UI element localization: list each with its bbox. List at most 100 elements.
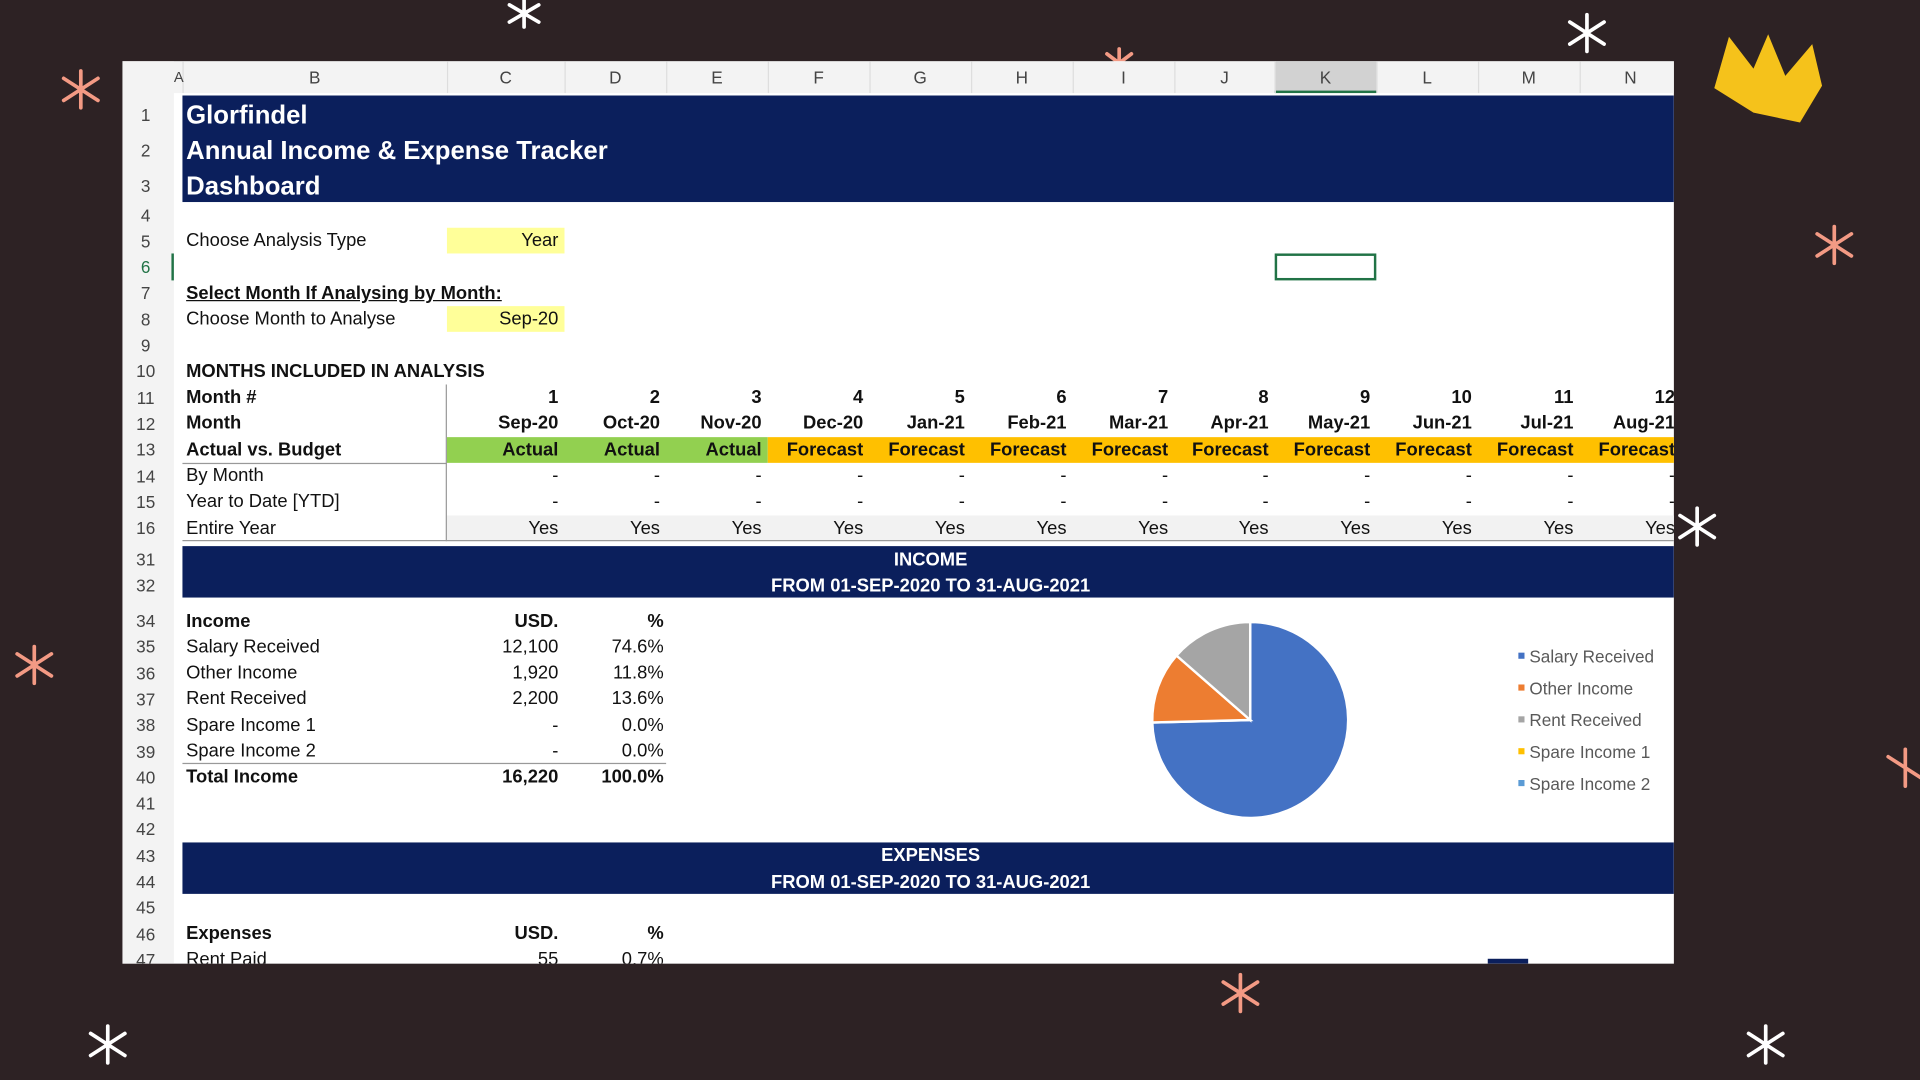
row-header: 34 <box>136 611 156 631</box>
section-subtitle: FROM 01-SEP-2020 TO 31-AUG-2021 <box>771 871 1091 893</box>
column-header-bar <box>122 61 1674 94</box>
month-cell: Forecast <box>888 439 965 461</box>
legend-swatch <box>1518 748 1525 755</box>
month-cell: Forecast <box>1496 439 1574 461</box>
total-label: Total Income <box>186 766 299 788</box>
row-header: 31 <box>136 549 156 570</box>
section-title: EXPENSES <box>881 845 981 866</box>
row-header: 10 <box>136 361 156 382</box>
month-cell: Forecast <box>1192 439 1269 461</box>
row-header: 32 <box>136 575 156 596</box>
month-cell: Yes <box>1645 517 1674 539</box>
spreadsheet: A B C D E F G H I J K L M N 1 2 3 4 5 6 7 8 9 10 11 12 13 14 15 16 31 3… <box>122 61 1674 964</box>
month-cell: - <box>1567 465 1574 487</box>
stars-white <box>88 0 1785 1065</box>
row-label: Other Income <box>186 662 298 684</box>
month-cell: 6 <box>1056 387 1067 408</box>
table-header: Income <box>186 610 251 632</box>
month-cell: - <box>1060 465 1067 487</box>
column-header: B <box>182 61 449 94</box>
month-cell: - <box>1465 465 1472 487</box>
month-cell: Actual <box>705 439 762 461</box>
section-band <box>182 546 1674 598</box>
crown-icon <box>1714 34 1823 123</box>
usd-cell: - <box>552 714 559 736</box>
row-header: 16 <box>136 518 156 538</box>
income-chart: Salary Received Other Income Rent Received… <box>1151 620 1654 820</box>
input-cell <box>446 227 565 254</box>
usd-cell: - <box>552 740 559 762</box>
column-header: F <box>768 61 871 94</box>
row-label: Entire Year <box>186 517 276 539</box>
pie-slice <box>1174 620 1252 723</box>
row-header: 41 <box>136 793 156 814</box>
month-cell: - <box>1262 465 1269 487</box>
pct-cell: 74.6% <box>611 636 664 658</box>
pct-cell: 0.0% <box>621 714 664 736</box>
month-cell: Actual <box>502 439 559 461</box>
row-header: 9 <box>140 335 151 356</box>
month-cell: - <box>1364 465 1371 487</box>
month-cell: 1 <box>548 387 559 408</box>
row-header: 11 <box>136 387 155 408</box>
column-header: M <box>1478 61 1581 94</box>
table-header: USD. <box>514 923 559 945</box>
month-cell: Apr-21 <box>1210 413 1269 434</box>
month-cell: Aug-21 <box>1612 413 1674 434</box>
month-cell: - <box>1583 489 1674 515</box>
table-header: % <box>647 610 664 632</box>
row-header: 3 <box>140 176 151 196</box>
row-header: 38 <box>136 715 156 735</box>
row-label: Month <box>186 413 242 434</box>
row-header: 37 <box>136 689 156 709</box>
total-pct: 100.0% <box>601 766 664 788</box>
month-cell: - <box>1364 491 1371 513</box>
column-header: N <box>1580 61 1674 93</box>
row-header: 12 <box>136 413 156 434</box>
selected-row-marker <box>171 253 174 281</box>
table-header: % <box>647 923 664 945</box>
type-bg-actual <box>446 437 768 463</box>
legend-label: Rent Received <box>1529 710 1641 730</box>
input-label: Choose Month to Analyse <box>186 308 396 330</box>
column-header: E <box>666 61 769 94</box>
section-heading: Select Month If Analysing by Month: <box>186 282 502 304</box>
month-cell: Forecast <box>1395 439 1472 461</box>
month-cell: - <box>958 491 965 513</box>
column-header: I <box>1073 61 1176 94</box>
month-cell: Yes <box>528 517 559 539</box>
month-cell: Mar-21 <box>1108 413 1169 434</box>
column-header: C <box>447 61 566 94</box>
usd-cell: 55 <box>537 949 559 964</box>
section-title: INCOME <box>893 549 968 571</box>
row-header: 5 <box>140 231 151 251</box>
total-rule <box>182 762 667 765</box>
row-header: 46 <box>136 923 156 944</box>
stars-pink <box>15 47 1920 1014</box>
month-cell: May-21 <box>1307 413 1371 434</box>
month-cell: Forecast <box>1293 439 1371 461</box>
row-header: 13 <box>136 439 156 460</box>
month-cell: Actual <box>603 439 661 461</box>
row-label: Spare Income 2 <box>186 740 316 762</box>
legend-label: Spare Income 1 <box>1529 742 1650 762</box>
selected-column-underline <box>1274 90 1377 94</box>
month-cell: Jul-21 <box>1520 413 1574 434</box>
month-cell: 11 <box>1554 387 1574 408</box>
input-value: Year <box>521 230 559 252</box>
pct-cell: 13.6% <box>611 688 664 710</box>
column-header: D <box>564 61 668 94</box>
month-cell: Yes <box>1036 517 1067 539</box>
title-line: Dashboard <box>186 172 321 201</box>
row-label: By Month <box>186 465 264 487</box>
month-cell: Forecast <box>1091 439 1169 461</box>
month-cell: - <box>653 491 661 513</box>
selection-box <box>1274 253 1377 281</box>
expense-chart-bar <box>1487 958 1529 964</box>
input-cell <box>446 306 565 332</box>
usd-cell: 1,920 <box>512 662 559 684</box>
row-header: 45 <box>136 897 156 918</box>
month-cell: - <box>1583 463 1674 489</box>
legend-swatch <box>1518 652 1525 659</box>
